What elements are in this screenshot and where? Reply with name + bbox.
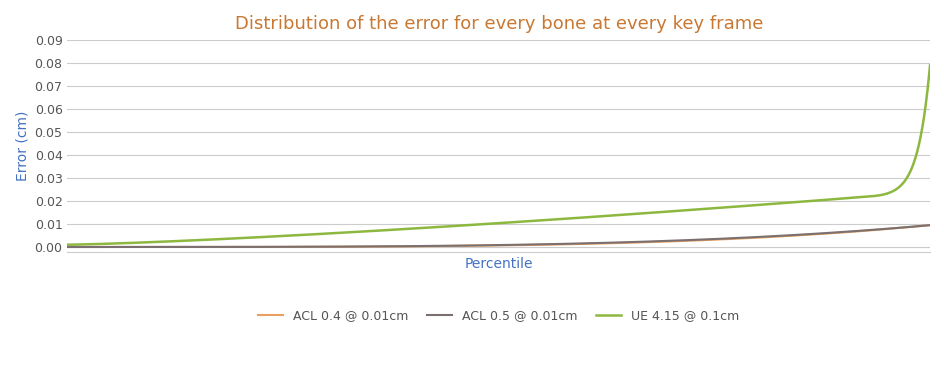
ACL 0.4 @ 0.01cm [61,245,73,249]
UE 4.15 @ 0.1cm [898,179,909,183]
ACL 0.4 @ 0.01cm [740,236,751,240]
ACL 0.5 @ 0.01cm [898,225,909,230]
X-axis label: Percentile: Percentile [464,257,532,271]
ACL 0.5 @ 0.01cm [106,245,117,249]
Line: UE 4.15 @ 0.1cm: UE 4.15 @ 0.1cm [67,66,929,245]
UE 4.15 @ 0.1cm [61,243,73,247]
ACL 0.4 @ 0.01cm [898,225,909,230]
UE 4.15 @ 0.1cm [923,63,935,68]
UE 4.15 @ 0.1cm [899,179,910,183]
UE 4.15 @ 0.1cm [480,222,492,226]
ACL 0.5 @ 0.01cm [740,235,751,240]
Legend: ACL 0.4 @ 0.01cm, ACL 0.5 @ 0.01cm, UE 4.15 @ 0.1cm: ACL 0.4 @ 0.01cm, ACL 0.5 @ 0.01cm, UE 4… [253,304,744,327]
Line: ACL 0.5 @ 0.01cm: ACL 0.5 @ 0.01cm [67,225,929,247]
Title: Distribution of the error for every bone at every key frame: Distribution of the error for every bone… [234,15,762,33]
ACL 0.4 @ 0.01cm [923,223,935,227]
UE 4.15 @ 0.1cm [106,241,117,246]
ACL 0.5 @ 0.01cm [899,225,910,230]
UE 4.15 @ 0.1cm [740,204,751,208]
ACL 0.5 @ 0.01cm [923,223,935,227]
UE 4.15 @ 0.1cm [458,223,469,228]
ACL 0.4 @ 0.01cm [458,244,469,248]
ACL 0.4 @ 0.01cm [480,243,492,248]
ACL 0.5 @ 0.01cm [458,243,469,248]
ACL 0.5 @ 0.01cm [480,243,492,247]
ACL 0.5 @ 0.01cm [61,245,73,249]
ACL 0.4 @ 0.01cm [106,245,117,249]
Line: ACL 0.4 @ 0.01cm: ACL 0.4 @ 0.01cm [67,225,929,247]
Y-axis label: Error (cm): Error (cm) [15,111,29,181]
ACL 0.4 @ 0.01cm [899,225,910,230]
